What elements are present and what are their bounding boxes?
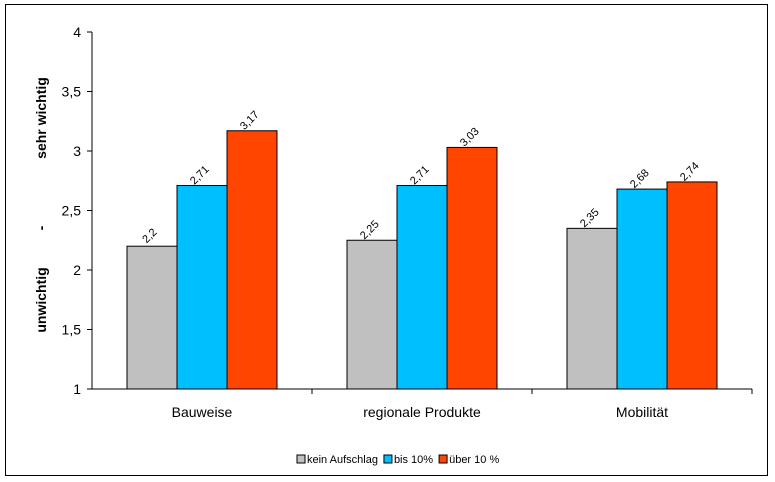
y-tick-label: 2,5 <box>62 203 82 219</box>
bar <box>396 185 448 390</box>
legend-label: kein Aufschlag <box>307 454 378 466</box>
y-axis-title-high: sehr wichtig <box>33 77 49 159</box>
data-label: 2,68 <box>628 167 652 191</box>
data-label: 2,2 <box>140 226 159 245</box>
legend-label: bis 10% <box>394 454 433 466</box>
y-tick-label: 4 <box>73 24 81 40</box>
y-tick-label: 3,5 <box>62 84 82 100</box>
y-axis-title-low: unwichtig <box>33 267 49 332</box>
y-axis-title: unwichtig - sehr wichtig <box>33 77 49 333</box>
legend-swatch <box>383 454 393 464</box>
data-label: 2,25 <box>358 218 382 242</box>
x-tick-label: Mobilität <box>616 404 668 420</box>
bar <box>176 185 228 390</box>
legend-swatch <box>296 454 306 464</box>
x-tick-label: Bauweise <box>172 404 233 420</box>
data-label: 3,17 <box>238 109 262 133</box>
bar <box>126 245 178 390</box>
data-label: 2,35 <box>578 206 602 230</box>
bar <box>566 227 618 390</box>
legend: kein Aufschlag bis 10% über 10 % <box>296 454 499 466</box>
y-tick-label: 1,5 <box>62 322 82 338</box>
data-label: 3,03 <box>458 125 482 149</box>
bar <box>446 146 498 390</box>
bar <box>226 130 278 390</box>
data-label: 2,74 <box>678 160 702 184</box>
x-tick-label: regionale Produkte <box>363 404 481 420</box>
data-label: 2,71 <box>188 164 212 188</box>
y-tick-label: 1 <box>73 381 81 397</box>
legend-swatch <box>438 454 448 464</box>
y-axis-title-mid: - <box>33 225 49 230</box>
legend-label: über 10 % <box>449 454 499 466</box>
bar <box>346 239 398 390</box>
bar <box>616 188 668 390</box>
data-label: 2,71 <box>408 164 432 188</box>
y-tick-label: 3 <box>73 143 81 159</box>
bar <box>666 181 718 390</box>
y-tick-label: 2 <box>73 262 81 278</box>
